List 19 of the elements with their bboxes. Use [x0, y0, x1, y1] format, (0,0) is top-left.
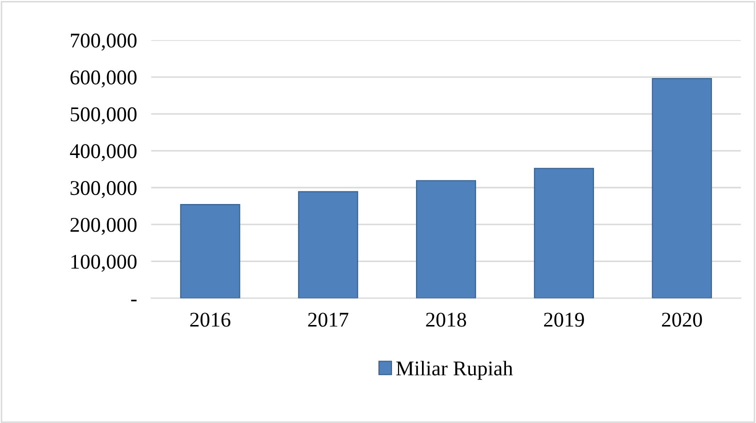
y-tick-label: 500,000: [70, 107, 137, 124]
bar: [298, 191, 358, 298]
bar: [180, 204, 240, 298]
bar: [652, 78, 712, 298]
y-tick-label: 100,000: [71, 254, 137, 272]
y-tick-label: -: [131, 300, 137, 302]
x-tick-label: 2020: [662, 312, 702, 327]
bar: [534, 168, 594, 298]
y-tick-label: 200,000: [70, 218, 137, 235]
y-tick-label: 600,000: [70, 70, 137, 88]
y-tick-label: 700,000: [70, 34, 137, 51]
legend-label: Miliar Rupiah: [396, 360, 513, 380]
x-tick-label: 2018: [426, 312, 466, 327]
x-tick-label: 2017: [308, 312, 348, 327]
x-tick-label: 2019: [544, 312, 584, 327]
bar: [416, 180, 476, 298]
y-tick-label: 400,000: [70, 144, 137, 162]
y-tick-label: 300,000: [70, 181, 137, 198]
x-tick-label: 2016: [190, 312, 230, 327]
